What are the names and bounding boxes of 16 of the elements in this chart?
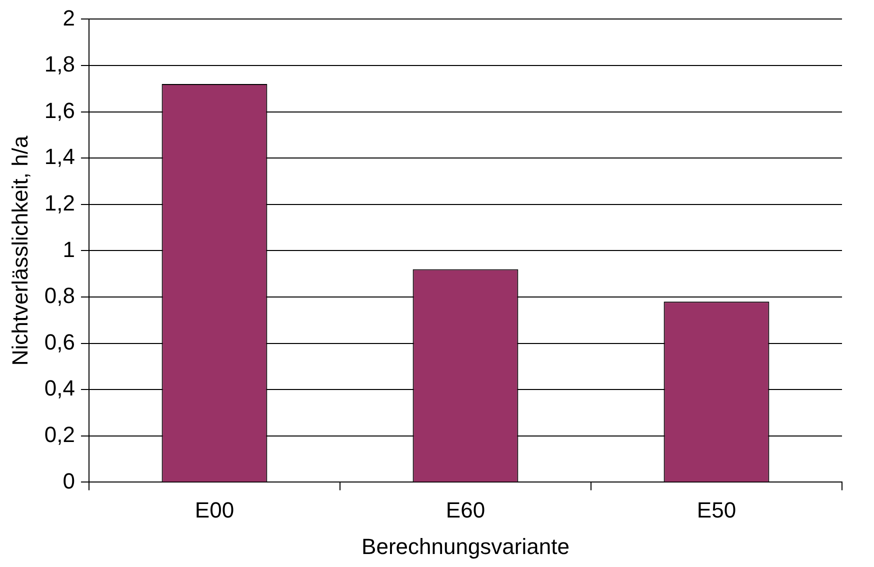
x-tick-label: E50 — [696, 497, 736, 522]
y-tick-label: 0,6 — [44, 329, 75, 354]
y-axis-title: Nichtverlässlichkeit, h/a — [7, 135, 32, 366]
x-tick-label: E00 — [194, 497, 234, 522]
y-tick-label: 1,4 — [44, 144, 75, 170]
y-tick-label: 2 — [62, 5, 75, 30]
y-tick-label: 1 — [62, 236, 75, 262]
y-tick-label: 1,2 — [44, 190, 75, 216]
y-tick-label: 1,8 — [44, 52, 75, 77]
x-tick-label: E60 — [446, 497, 486, 522]
y-tick-label: 0 — [62, 468, 75, 494]
y-tick-label: 0,8 — [44, 283, 75, 308]
x-axis-title: Berechnungsvariante — [362, 534, 570, 559]
y-tick-label: 1,6 — [44, 98, 75, 123]
y-tick-label: 0,4 — [44, 376, 75, 401]
y-tick-label: 0,2 — [44, 422, 75, 447]
